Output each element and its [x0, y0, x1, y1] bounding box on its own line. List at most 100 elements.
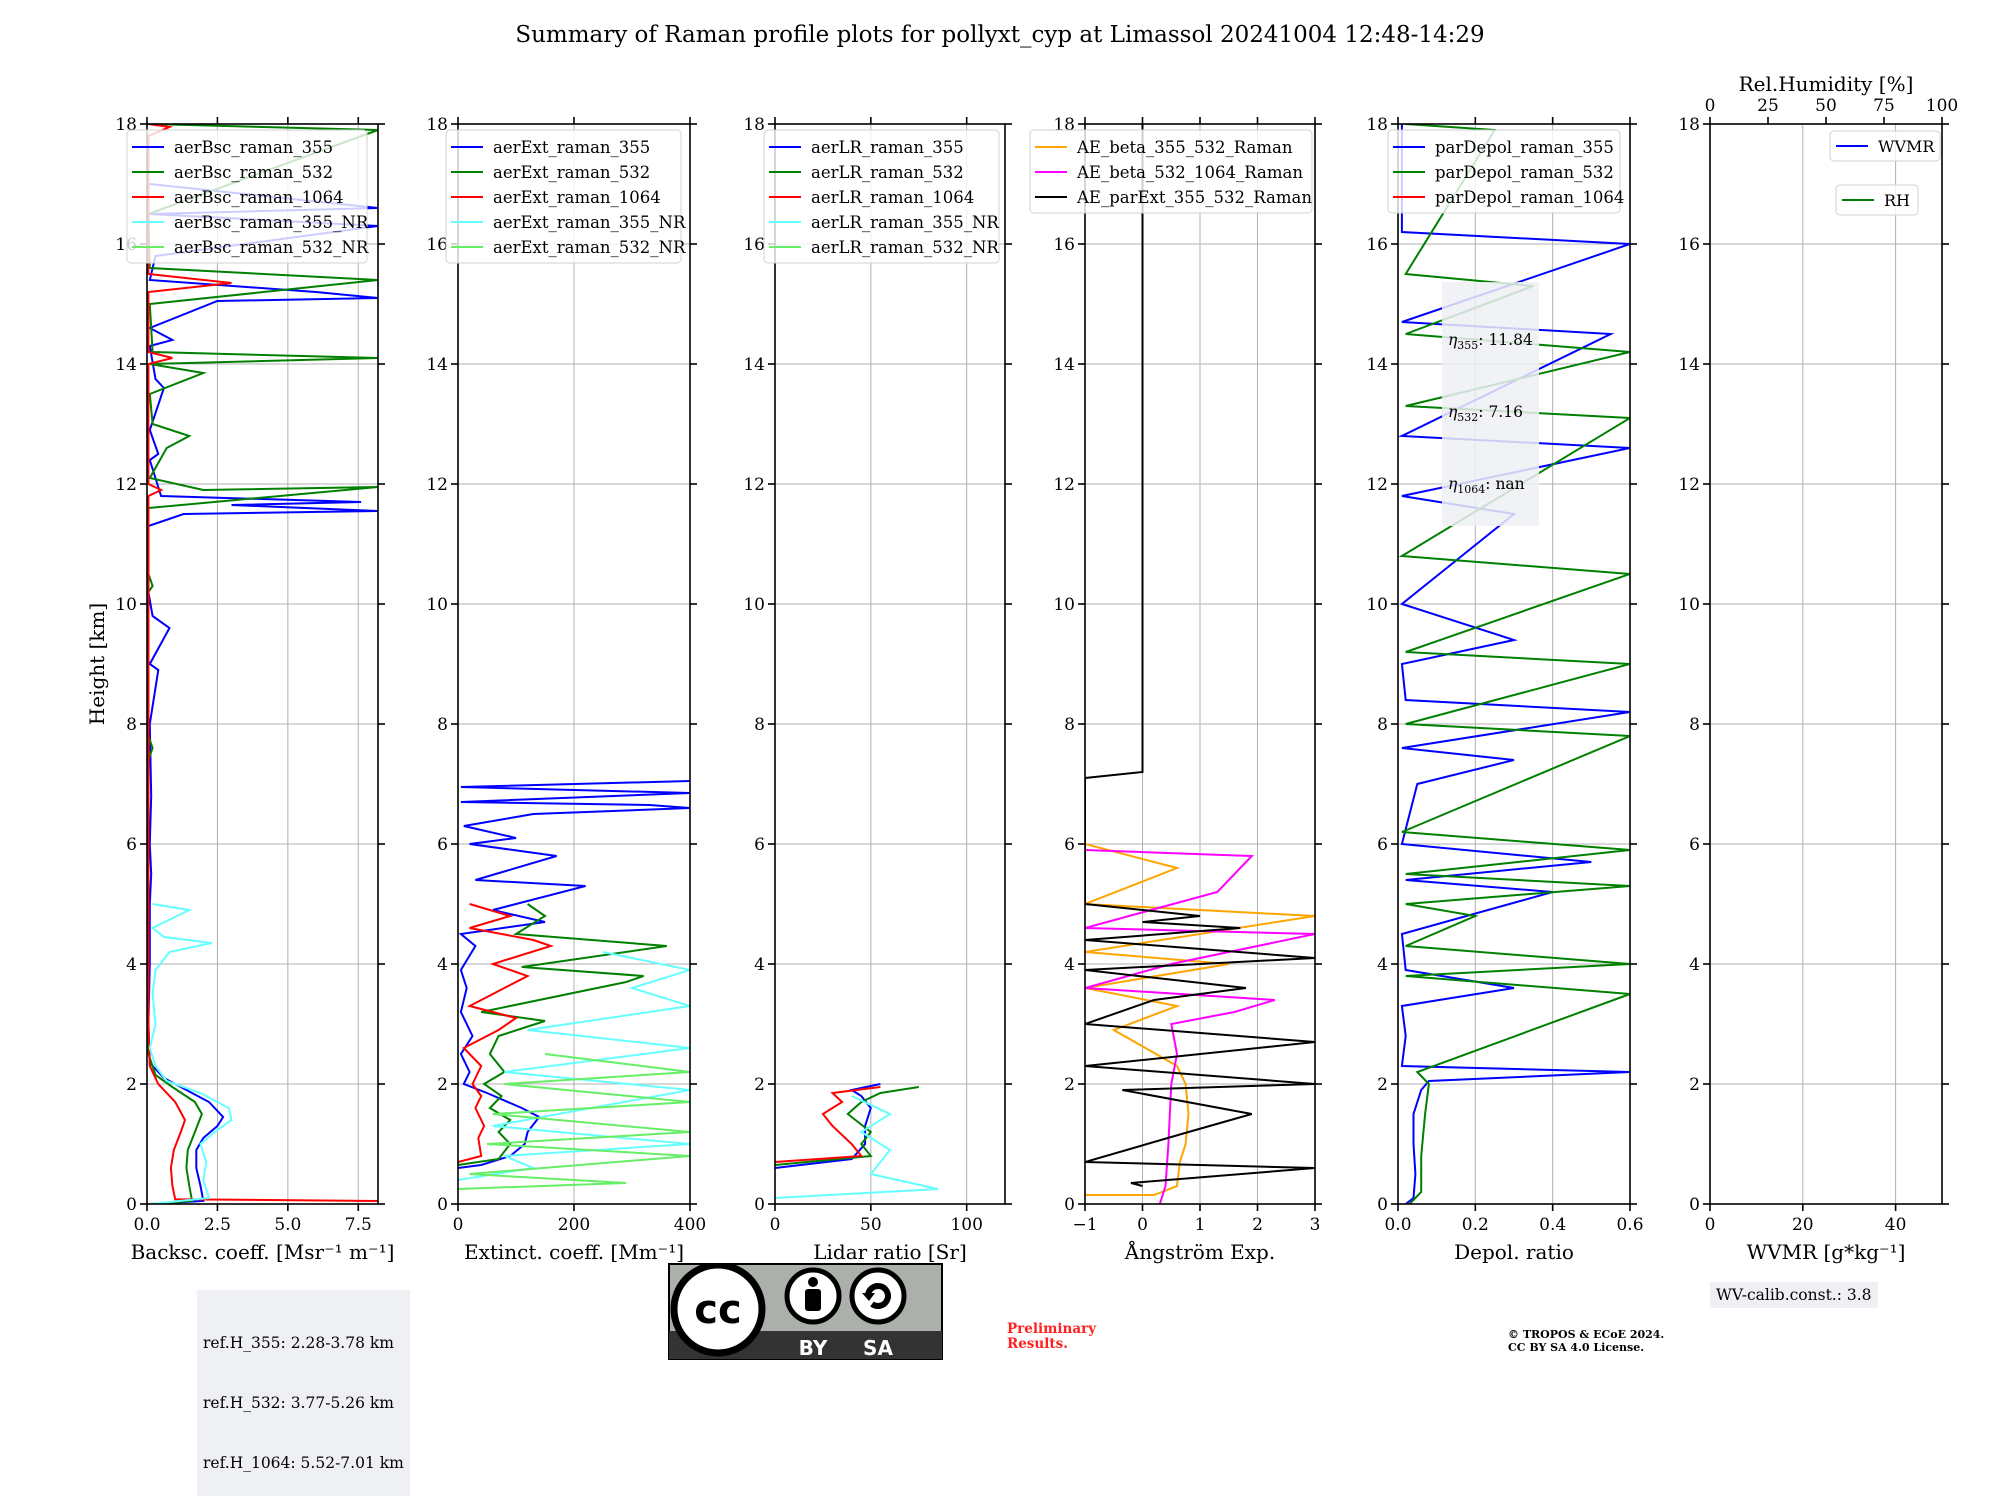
preliminary-note: Preliminary Results.	[1007, 1321, 1097, 1352]
panel-ext: 0 200 400 0 2 4 6 8 10 12 14 16 18 Extinct. coeff. [M…	[426, 115, 706, 1264]
y-tick-label: 2	[437, 1075, 448, 1095]
x-tick-label: 0	[1137, 1215, 1148, 1235]
legend-label-aerBsc_raman_532_NR: aerBsc_raman_532_NR	[174, 238, 369, 257]
legend-box	[1029, 129, 1313, 214]
y-tick-label: 4	[126, 955, 137, 975]
y-tick-label: 12	[743, 475, 765, 495]
y-tick-label: 6	[1689, 835, 1700, 855]
legend-label-aerExt_raman_355_NR: aerExt_raman_355_NR	[493, 213, 686, 232]
series-line-parDepol_raman_355	[1398, 124, 1630, 1204]
legend-label-aerLR_raman_1064: aerLR_raman_1064	[811, 188, 974, 207]
x-tick-label: 0.0	[133, 1215, 160, 1235]
legend-label: WVMR	[1878, 137, 1935, 156]
panel-wv: 0 20 40 0 2 4 6 8 10 12 14 16 18 WVMR [g*kg⁻¹] 0 25 50 75…	[1678, 72, 1958, 1264]
x-tick-label: 3	[1310, 1215, 1321, 1235]
svg-text:BY: BY	[799, 1336, 828, 1360]
y-tick-label: 12	[1053, 475, 1075, 495]
y-tick-label: 6	[1064, 835, 1075, 855]
y-tick-label: 8	[1377, 715, 1388, 735]
y-tick-label: 16	[1678, 235, 1700, 255]
x-tick-label: 0	[1705, 1215, 1716, 1235]
x-tick-label: −1	[1072, 1215, 1097, 1235]
x-tick-label: 7.5	[345, 1215, 372, 1235]
y-tick-label: 14	[1366, 355, 1388, 375]
y-tick-label: 0	[1064, 1195, 1075, 1215]
y-tick-label: 10	[1366, 595, 1388, 615]
top-x-axis-label: Rel.Humidity [%]	[1739, 72, 1914, 96]
y-tick-label: 14	[426, 355, 448, 375]
y-tick-label: 8	[437, 715, 448, 735]
series-group	[147, 124, 378, 1204]
series-line-aerLR_raman_355_NR	[775, 1095, 939, 1199]
series-line-parDepol_raman_532	[1398, 124, 1630, 1204]
axes-frame	[1397, 123, 1631, 1205]
legend: AE_beta_355_532_Raman AE_beta_532_1064_Ra…	[1029, 129, 1313, 214]
legend-label-aerExt_raman_532_NR: aerExt_raman_532_NR	[493, 238, 686, 257]
x-tick-label: 40	[1885, 1215, 1907, 1235]
x-tick-label: 400	[674, 1215, 706, 1235]
y-tick-label: 6	[126, 835, 137, 855]
top-x-tick-label: 0	[1705, 96, 1716, 116]
y-tick-label: 8	[126, 715, 137, 735]
legend-label-parDepol_raman_1064: parDepol_raman_1064	[1435, 188, 1624, 207]
eta-box: η355: 11.84 η532: 7.16 η1064: nan	[1442, 282, 1539, 527]
y-tick-label: 16	[1053, 235, 1075, 255]
y-tick-label: 2	[1377, 1075, 1388, 1095]
x-tick-label: 2	[1252, 1215, 1263, 1235]
legend-label-aerExt_raman_532: aerExt_raman_532	[493, 163, 650, 182]
x-tick-label: 0.2	[1462, 1215, 1489, 1235]
legend-label-aerLR_raman_532: aerLR_raman_532	[811, 163, 964, 182]
y-tick-label: 14	[115, 355, 137, 375]
series-group	[1398, 124, 1630, 1204]
figure-title: Summary of Raman profile plots for polly…	[515, 22, 1485, 48]
y-tick-label: 10	[426, 595, 448, 615]
y-tick-label: 0	[1377, 1195, 1388, 1215]
legend-box	[1835, 184, 1919, 216]
series-line-aerBsc_raman_532	[147, 124, 378, 1204]
x-tick-label: 50	[860, 1215, 882, 1235]
y-tick-label: 4	[1377, 955, 1388, 975]
y-tick-label: 8	[1689, 715, 1700, 735]
top-x-tick-label: 100	[1926, 96, 1958, 116]
series-group	[775, 1083, 939, 1199]
eta-532: η532: 7.16	[1448, 403, 1523, 425]
copyright-note: © TROPOS & ECoE 2024. CC BY SA 4.0 Licen…	[1508, 1328, 1665, 1354]
top-x-tick-label: 25	[1757, 96, 1779, 116]
legend: aerExt_raman_355 aerExt_raman_532 aerExt_r…	[445, 129, 686, 264]
y-tick-label: 18	[1678, 115, 1700, 135]
y-tick-label: 10	[743, 595, 765, 615]
legend-label-AE_beta_532_1064_Raman: AE_beta_532_1064_Raman	[1076, 163, 1303, 182]
y-tick-label: 4	[437, 955, 448, 975]
y-tick-label: 0	[754, 1195, 765, 1215]
series-line-aerExt_raman_355_NR	[458, 951, 690, 1181]
legend-RH: RH	[1835, 184, 1919, 216]
legend-label: RH	[1884, 191, 1910, 210]
x-axis-label: Extinct. coeff. [Mm⁻¹]	[464, 1240, 684, 1264]
y-axis-label: Height [km]	[85, 603, 109, 725]
legend-label-aerExt_raman_355: aerExt_raman_355	[493, 138, 650, 157]
legend-box	[126, 129, 368, 264]
legend-label-AE_parExt_355_532_Raman: AE_parExt_355_532_Raman	[1076, 188, 1312, 207]
y-tick-label: 8	[1064, 715, 1075, 735]
y-tick-label: 14	[1053, 355, 1075, 375]
x-tick-label: 100	[950, 1215, 982, 1235]
eta-355: η355: 11.84	[1448, 331, 1533, 353]
sa-share-icon	[849, 1267, 907, 1325]
y-tick-label: 4	[754, 955, 765, 975]
y-tick-label: 10	[115, 595, 137, 615]
legend-WVMR: WVMR	[1829, 130, 1941, 162]
x-axis-label: Depol. ratio	[1454, 1240, 1574, 1264]
ref-height-1064: ref.H_1064: 5.52-7.01 km	[203, 1454, 404, 1472]
legend-label-aerLR_raman_355_NR: aerLR_raman_355_NR	[811, 213, 999, 232]
x-axis-label: Backsc. coeff. [Msr⁻¹ m⁻¹]	[131, 1240, 395, 1264]
y-tick-label: 6	[437, 835, 448, 855]
series-line-AE_beta_532_1064_Raman	[1085, 849, 1315, 1204]
y-tick-label: 18	[1366, 115, 1388, 135]
legend-label-parDepol_raman_355: parDepol_raman_355	[1435, 138, 1614, 157]
legend-label-aerLR_raman_355: aerLR_raman_355	[811, 138, 964, 157]
legend: aerBsc_raman_355 aerBsc_raman_532 aerBsc_r…	[126, 129, 369, 264]
series-line-aerExt_raman_1064	[458, 903, 555, 1163]
y-tick-label: 16	[1366, 235, 1388, 255]
